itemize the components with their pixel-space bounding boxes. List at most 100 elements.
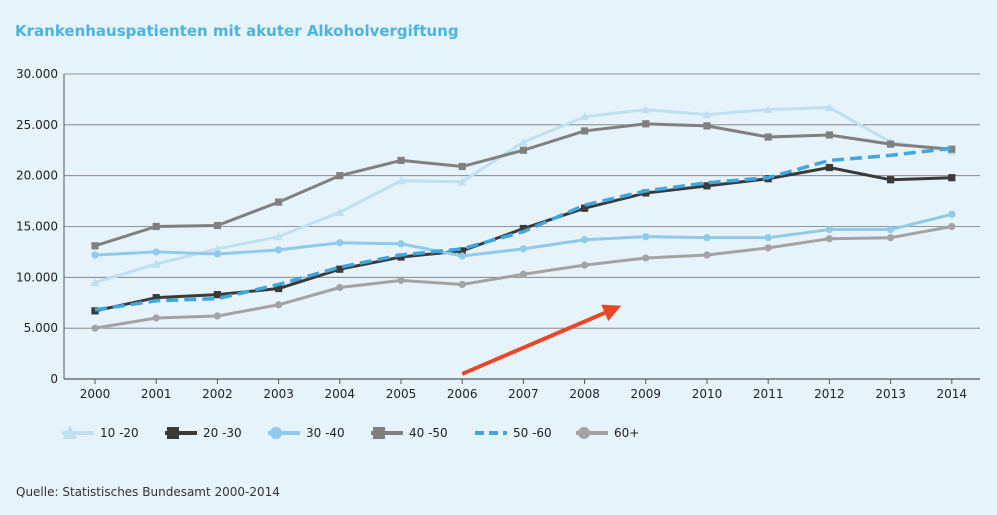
- data-point: [213, 291, 221, 299]
- data-point: [212, 244, 222, 253]
- data-point: [703, 122, 711, 130]
- data-point: [825, 235, 834, 243]
- chart-title: Krankenhauspatienten mit akuter Alkoholv…: [15, 22, 459, 40]
- data-point: [275, 301, 283, 309]
- data-point: [642, 189, 650, 197]
- data-point: [275, 246, 283, 254]
- x-tick-label: 2000: [80, 387, 111, 401]
- legend-swatch-marker: [578, 427, 590, 439]
- data-point: [213, 221, 221, 230]
- data-point: [825, 225, 834, 234]
- data-point: [642, 120, 650, 128]
- data-point: [580, 112, 590, 121]
- data-point: [764, 234, 772, 242]
- data-point: [518, 137, 528, 146]
- data-point: [274, 232, 284, 241]
- data-point: [948, 222, 956, 231]
- data-point: [948, 210, 956, 218]
- data-point: [642, 254, 650, 262]
- data-point: [396, 176, 406, 185]
- y-tick-label: 0: [50, 372, 58, 386]
- x-tick-label: 2011: [753, 387, 784, 401]
- data-point: [397, 156, 405, 165]
- data-point: [763, 105, 773, 114]
- data-point: [703, 251, 711, 259]
- data-point: [948, 174, 956, 182]
- data-point: [151, 259, 161, 268]
- y-tick-label: 20.000: [16, 169, 58, 183]
- x-tick-label: 2010: [692, 387, 723, 401]
- data-point: [152, 248, 160, 256]
- data-point: [90, 277, 100, 287]
- series-line-5: [94, 146, 953, 312]
- data-point: [397, 253, 405, 261]
- data-point: [336, 265, 344, 273]
- data-point: [519, 245, 528, 253]
- data-point: [581, 261, 589, 269]
- data-point: [519, 146, 527, 154]
- data-point: [887, 176, 895, 184]
- source-note: Quelle: Statistisches Bundesamt 2000-201…: [16, 485, 280, 499]
- x-tick-label: 2008: [569, 387, 600, 401]
- data-point: [213, 312, 221, 320]
- legend-label: 60+: [614, 426, 639, 440]
- data-point: [825, 131, 833, 139]
- data-point: [336, 172, 344, 180]
- y-tick-label: 10.000: [16, 270, 58, 284]
- data-point: [91, 307, 99, 315]
- data-point: [335, 207, 345, 216]
- data-point: [152, 294, 160, 302]
- data-point: [457, 177, 467, 186]
- x-tick-label: 2014: [937, 387, 968, 401]
- data-point: [581, 204, 589, 212]
- data-point: [275, 198, 283, 206]
- trend-arrow-shaft: [461, 311, 606, 376]
- x-tick-label: 2003: [263, 387, 294, 401]
- data-point: [703, 182, 711, 190]
- x-tick-label: 2009: [631, 387, 662, 401]
- legend-label: 30 -40: [306, 426, 345, 440]
- data-point: [887, 234, 895, 242]
- data-point: [91, 242, 99, 250]
- data-point: [91, 251, 99, 259]
- data-point: [703, 234, 711, 242]
- data-point: [887, 225, 895, 234]
- x-tick-label: 2002: [202, 387, 233, 401]
- data-point: [764, 133, 772, 141]
- data-point: [275, 284, 283, 293]
- data-point: [764, 244, 772, 252]
- data-point: [152, 314, 160, 322]
- data-point: [458, 280, 466, 289]
- data-point: [213, 250, 221, 258]
- data-point: [458, 247, 466, 255]
- legend-label: 50 -60: [513, 426, 552, 440]
- y-tick-label: 25.000: [16, 118, 58, 132]
- y-tick-label: 30.000: [16, 67, 58, 81]
- legend-swatch-marker: [373, 427, 385, 439]
- x-tick-label: 2005: [386, 387, 417, 401]
- data-point: [519, 270, 528, 278]
- data-point: [641, 105, 651, 114]
- data-point: [519, 224, 527, 233]
- x-tick-label: 2013: [875, 387, 906, 401]
- x-tick-label: 2012: [814, 387, 845, 401]
- legend-swatch-marker: [270, 427, 282, 439]
- data-point: [887, 140, 895, 148]
- legend-label: 10 -20: [100, 426, 139, 440]
- legend-swatch-marker: [62, 425, 78, 439]
- data-point: [397, 276, 405, 284]
- data-point: [458, 252, 466, 260]
- x-tick-label: 2001: [141, 387, 172, 401]
- data-point: [581, 127, 589, 135]
- data-point: [825, 163, 833, 172]
- y-tick-label: 15.000: [16, 220, 58, 234]
- data-point: [702, 110, 712, 119]
- legend-label: 20 -30: [203, 426, 242, 440]
- y-tick-label: 5.000: [24, 321, 58, 335]
- data-point: [397, 240, 405, 248]
- trend-arrow-head: [601, 304, 622, 322]
- data-point: [642, 233, 650, 241]
- legend-label: 40 -50: [409, 426, 448, 440]
